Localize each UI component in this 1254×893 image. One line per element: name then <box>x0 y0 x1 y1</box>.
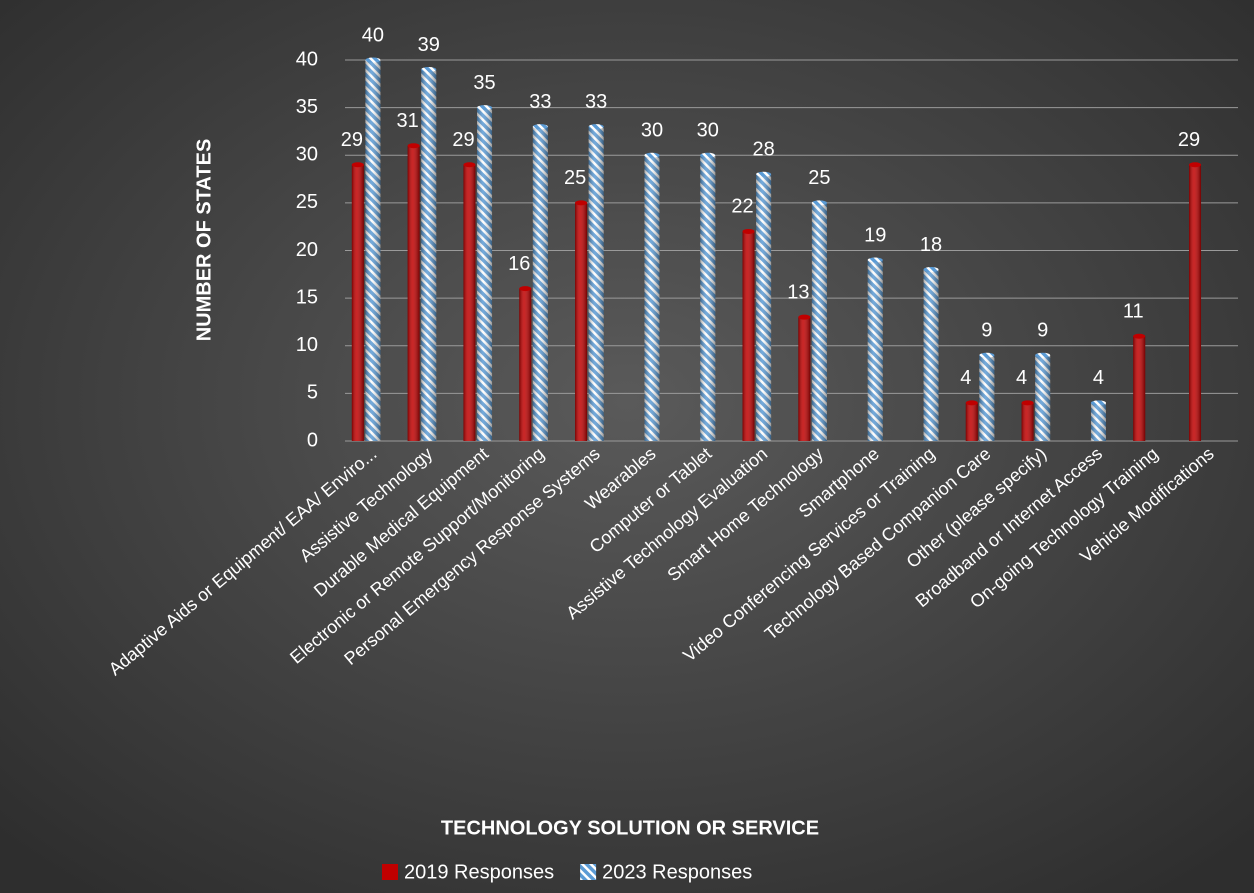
data-label: 29 <box>1178 129 1200 151</box>
bar-cap <box>463 162 476 168</box>
y-tick-label: 40 <box>296 48 318 70</box>
bar-cap <box>1090 400 1106 406</box>
bar-shade <box>798 317 811 441</box>
bar-shade <box>532 126 548 442</box>
y-tick-label: 20 <box>296 239 318 261</box>
data-label: 19 <box>864 224 886 246</box>
data-label: 33 <box>529 91 551 113</box>
bar-shade <box>979 355 995 441</box>
bar-shade <box>965 402 978 441</box>
bar-shade <box>477 107 493 441</box>
bar-cap <box>519 286 532 292</box>
data-label: 30 <box>697 120 719 142</box>
data-label: 40 <box>362 24 384 46</box>
data-label: 29 <box>452 129 474 151</box>
bar-cap <box>965 400 978 406</box>
bar-shade <box>463 164 476 441</box>
data-label: 4 <box>1016 367 1027 389</box>
bar-cap <box>867 257 883 263</box>
bar-shade <box>1021 402 1034 441</box>
data-label: 4 <box>1093 367 1104 389</box>
bar-cap <box>351 162 364 168</box>
y-tick-label: 15 <box>296 286 318 308</box>
bar-cap <box>421 67 437 73</box>
bar-shade <box>811 202 827 441</box>
bar-cap <box>700 152 716 158</box>
bar-shade <box>756 174 772 442</box>
data-label: 11 <box>1123 301 1144 323</box>
data-label: 25 <box>564 167 586 189</box>
legend-label: 2023 Responses <box>602 861 752 883</box>
data-label: 13 <box>787 281 809 303</box>
data-label: 22 <box>731 196 753 218</box>
bar-cap <box>365 57 381 63</box>
bar-cap <box>575 200 588 206</box>
bar-shade <box>1090 402 1106 441</box>
bar-cap <box>811 200 827 206</box>
y-tick-label: 30 <box>296 144 318 166</box>
bar-cap <box>1189 162 1202 168</box>
bar-shade <box>1035 355 1051 441</box>
bar-shade <box>1189 164 1202 441</box>
bar-shade <box>588 126 604 442</box>
bar-cap <box>1021 400 1034 406</box>
bar-cap <box>588 124 604 130</box>
bar-cap <box>756 171 772 177</box>
x-axis-title: TECHNOLOGY SOLUTION OR SERVICE <box>441 817 819 839</box>
bar-cap <box>532 124 548 130</box>
data-label: 9 <box>1037 320 1048 342</box>
y-tick-label: 5 <box>307 382 318 404</box>
bar-cap <box>644 152 660 158</box>
bar-cap <box>798 314 811 320</box>
bar-shade <box>923 269 939 441</box>
bar-cap <box>742 228 755 234</box>
legend-swatch <box>580 864 597 880</box>
bar-shade <box>700 155 716 441</box>
bar-shade <box>519 288 532 441</box>
y-tick-label: 25 <box>296 191 318 213</box>
data-label: 33 <box>585 91 607 113</box>
data-label: 4 <box>960 367 971 389</box>
data-label: 30 <box>641 120 663 142</box>
bar-shade <box>742 231 755 441</box>
bar-cap <box>407 143 420 149</box>
bar-cap <box>1035 352 1051 358</box>
data-label: 39 <box>418 34 440 56</box>
bar-shade <box>1133 336 1146 441</box>
y-tick-label: 10 <box>296 334 318 356</box>
data-label: 25 <box>808 167 830 189</box>
bar-shade <box>421 69 437 442</box>
bar-shade <box>644 155 660 441</box>
bar-cap <box>979 352 995 358</box>
bar-shade <box>365 60 381 441</box>
data-label: 28 <box>752 139 774 161</box>
y-axis-title: NUMBER OF STATES <box>193 139 215 342</box>
data-label: 31 <box>397 110 419 132</box>
bar-shade <box>351 164 364 441</box>
bar-cap <box>477 105 493 111</box>
y-tick-label: 35 <box>296 96 318 118</box>
data-label: 35 <box>473 72 495 94</box>
data-label: 16 <box>508 253 530 275</box>
legend-swatch <box>382 864 398 880</box>
bar-cap <box>923 267 939 273</box>
bar-shade <box>575 202 588 441</box>
y-tick-label: 0 <box>307 429 318 451</box>
data-label: 9 <box>981 320 992 342</box>
bar-cap <box>1133 333 1146 339</box>
data-label: 18 <box>920 234 942 256</box>
bar-shade <box>867 260 883 441</box>
bar-shade <box>407 145 420 441</box>
data-label: 29 <box>341 129 363 151</box>
legend-label: 2019 Responses <box>404 861 554 883</box>
